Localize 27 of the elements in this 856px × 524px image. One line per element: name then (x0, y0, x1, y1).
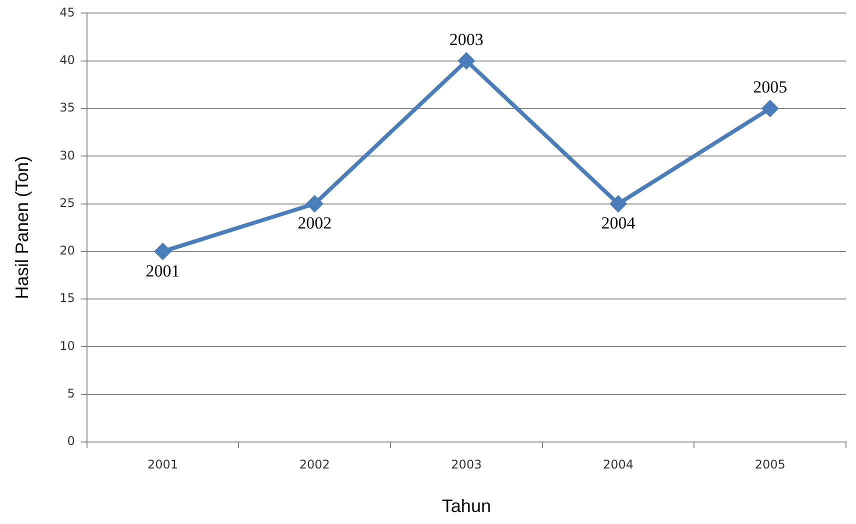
y-axis-title: Hasil Panen (Ton) (12, 156, 32, 300)
y-tick-label: 0 (67, 434, 75, 448)
y-tick-label: 10 (60, 338, 75, 353)
x-tick-label: 2005 (754, 457, 786, 472)
y-tick-label: 5 (67, 386, 75, 400)
annotation: 2004 (601, 214, 636, 233)
point (306, 196, 323, 212)
x-tick-label: 2004 (602, 457, 634, 472)
y-tick-label: 45 (60, 5, 75, 20)
annotation: 2005 (753, 77, 788, 96)
point (154, 243, 171, 260)
y-tick-label: 30 (60, 148, 75, 162)
point (458, 52, 474, 69)
x-axis-title: Tahun (442, 496, 491, 516)
point (762, 100, 778, 116)
annotation: 2003 (449, 30, 484, 49)
y-tick-label: 20 (60, 244, 75, 258)
x-tick-label: 2003 (451, 457, 482, 472)
annotation: 2001 (146, 261, 180, 280)
y-tick-label: 15 (60, 291, 75, 306)
x-tick-label: 2002 (299, 457, 330, 472)
y-tick-label: 25 (60, 196, 75, 210)
annotation: 2002 (298, 214, 332, 233)
x-tick-label: 2001 (148, 457, 178, 472)
y-tick-label: 35 (60, 100, 75, 115)
point (610, 196, 626, 212)
y-tick-label: 40 (60, 52, 75, 67)
